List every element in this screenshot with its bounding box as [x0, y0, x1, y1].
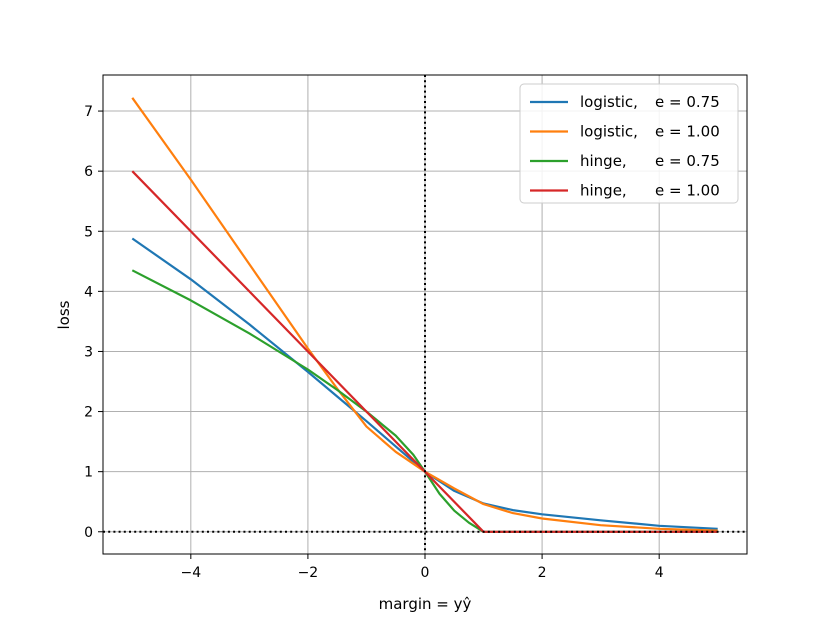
x-tick-label: −4 — [180, 565, 201, 581]
x-tick-label: 0 — [421, 565, 430, 581]
x-tick-label: 4 — [655, 565, 664, 581]
legend-param-4: e = 1.00 — [655, 182, 720, 200]
x-tick-label: −2 — [298, 565, 319, 581]
y-tick-label: 4 — [84, 284, 93, 300]
legend-label-3: hinge, — [580, 152, 627, 170]
y-tick-label: 0 — [84, 525, 93, 541]
y-axis-label: loss — [55, 300, 73, 329]
x-axis-label: margin = yŷ — [379, 595, 472, 613]
legend-param-1: e = 0.75 — [655, 93, 720, 111]
legend-label-1: logistic, — [580, 93, 638, 111]
legend-label-2: logistic, — [580, 123, 638, 141]
y-tick-label: 6 — [84, 164, 93, 180]
legend: logistic, e = 0.75 logistic, e = 1.00 hinge,… — [520, 84, 738, 203]
y-tick-label: 1 — [84, 465, 93, 481]
x-tick-label: 2 — [538, 565, 547, 581]
legend-label-4: hinge, — [580, 182, 627, 200]
y-tick-label: 2 — [84, 405, 93, 421]
y-tick-label: 5 — [84, 224, 93, 240]
y-tick-label: 3 — [84, 344, 93, 360]
legend-param-2: e = 1.00 — [655, 123, 720, 141]
loss-chart: −4 −2 0 2 4 0 1 2 3 4 5 6 7 margin = yŷ loss logisti… — [0, 0, 830, 623]
y-tick-label: 7 — [84, 104, 93, 120]
legend-param-3: e = 0.75 — [655, 152, 720, 170]
